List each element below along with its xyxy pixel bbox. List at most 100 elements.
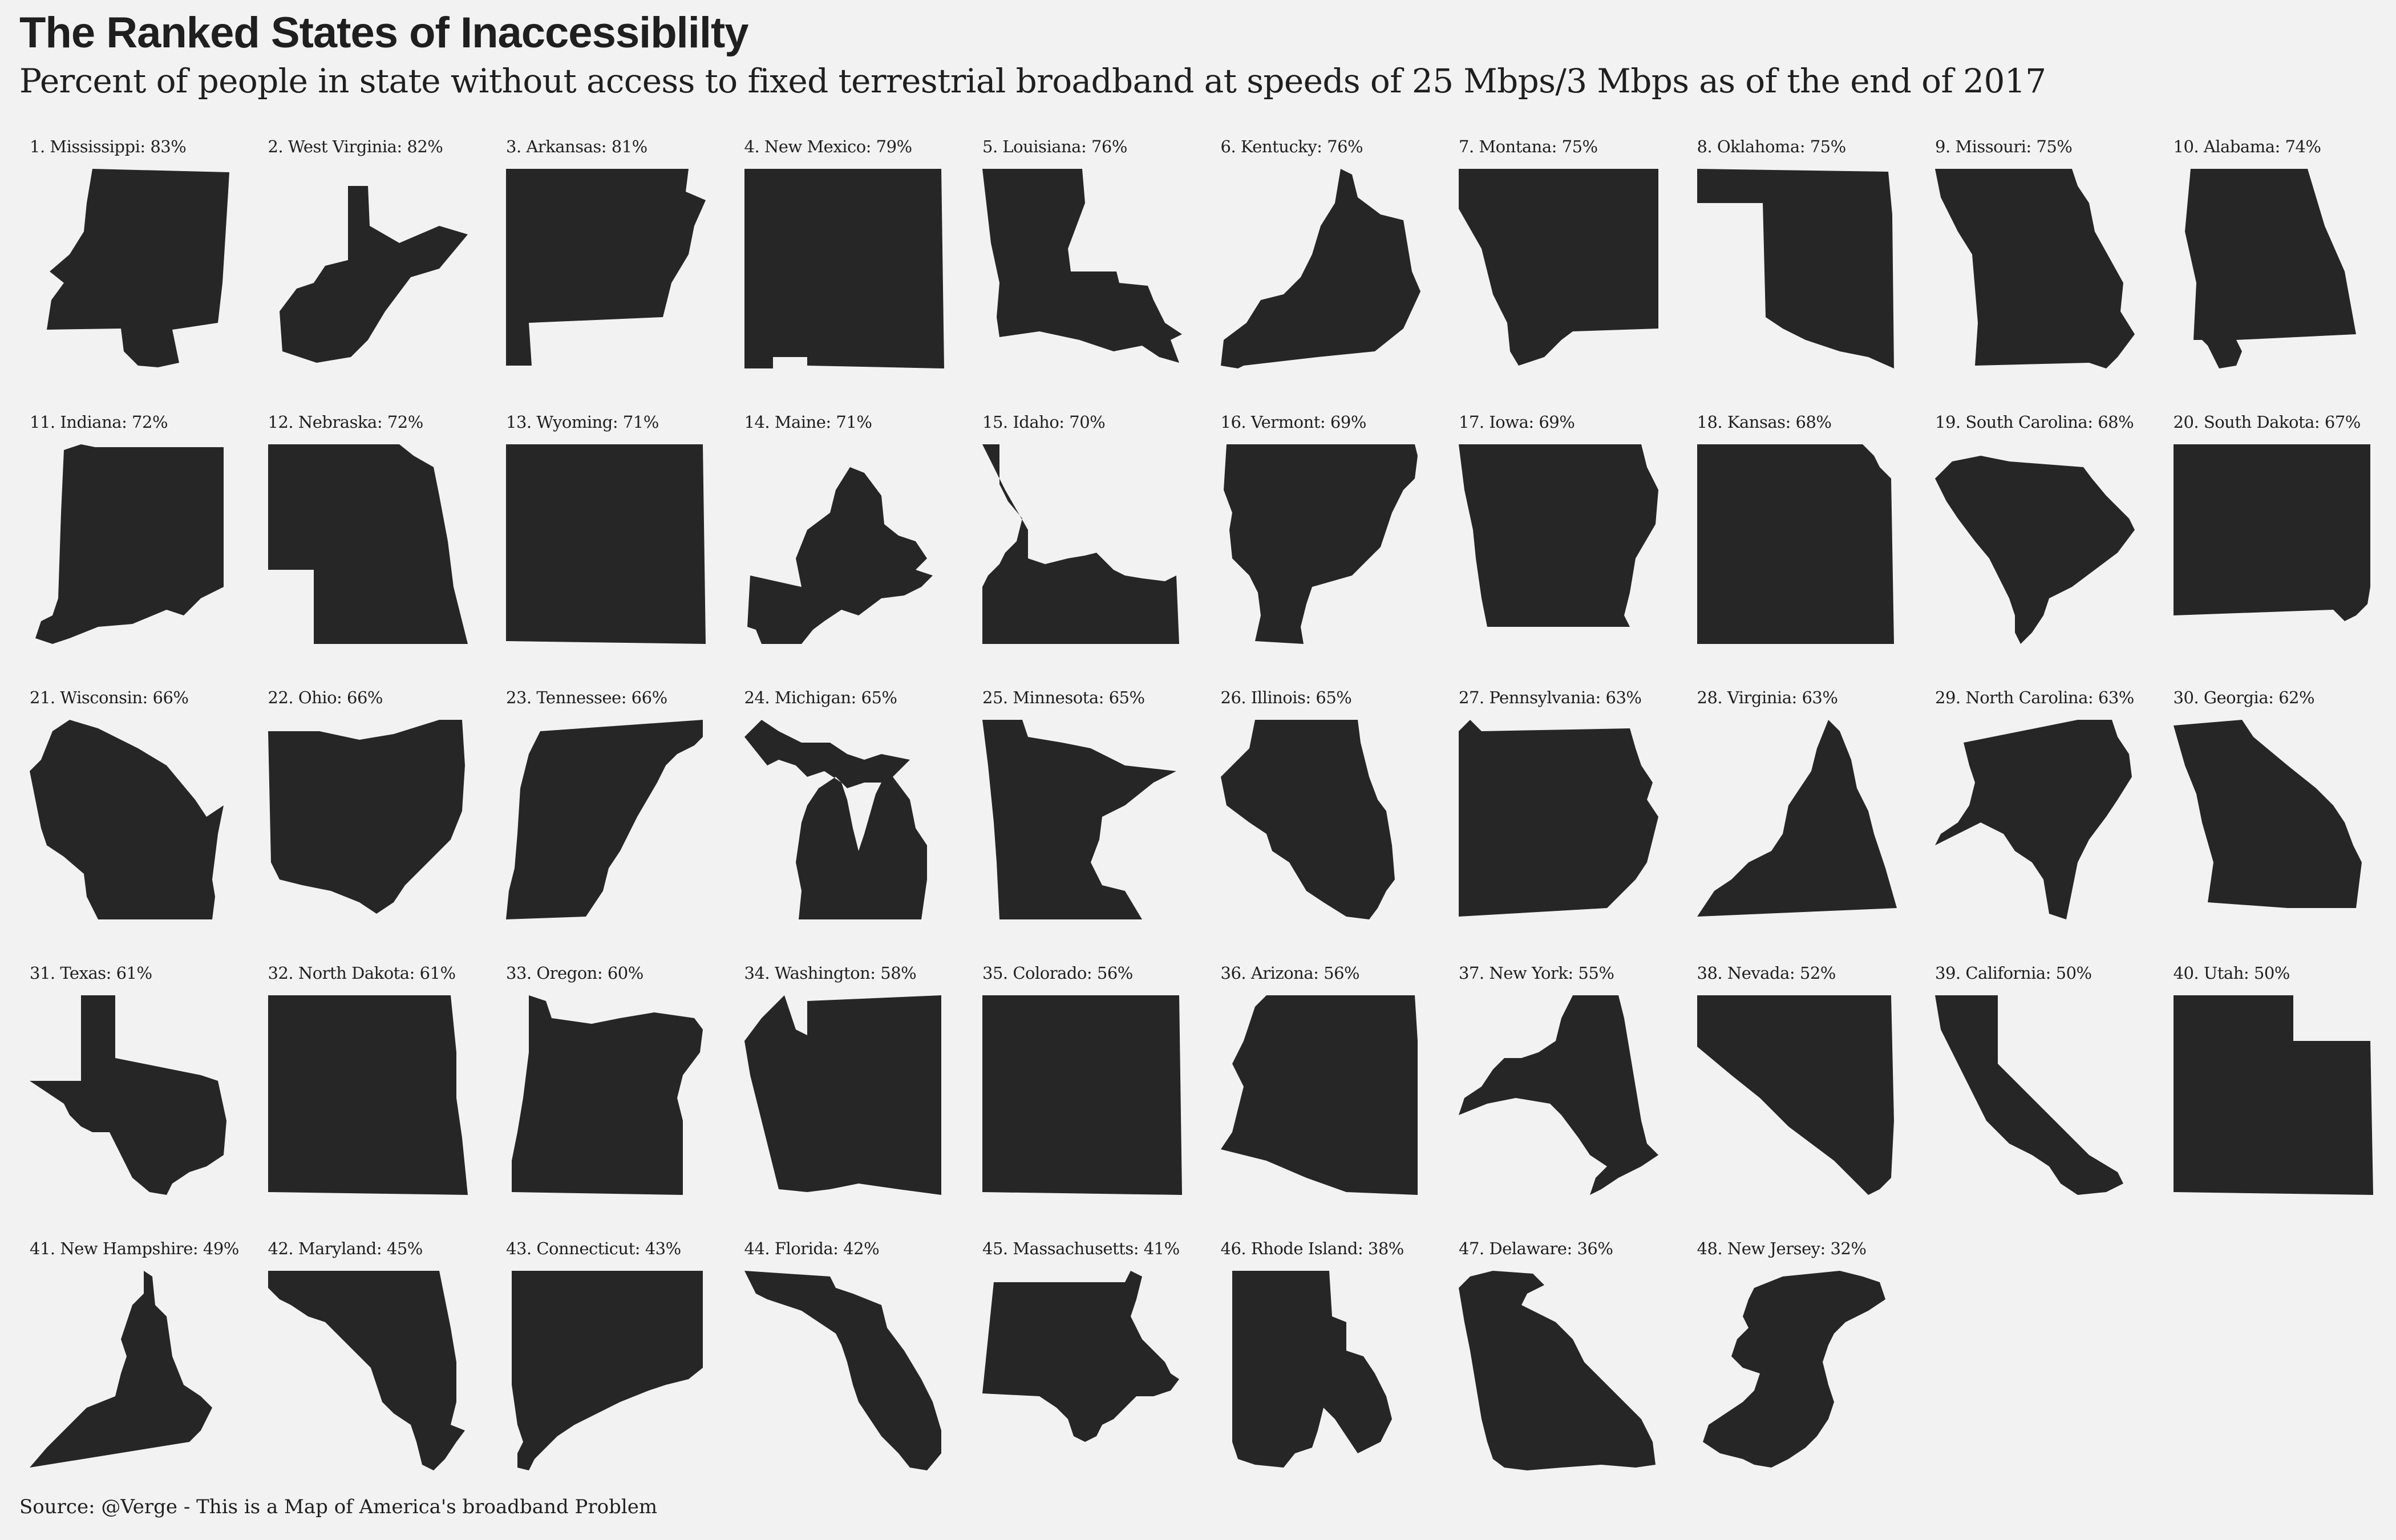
state-shape-utah [2173,995,2373,1195]
state-label: 39. California: 50% [1935,963,2092,983]
state-cell-mississippi: 1. Mississippi: 83% [30,137,235,388]
state-label: 37. New York: 55% [1459,963,1614,983]
state-label: 22. Ohio: 66% [268,688,383,707]
state-label: 26. Illinois: 65% [1220,688,1352,707]
state-cell-maine: 14. Maine: 71% [744,412,950,663]
state-shape-michigan [744,720,927,919]
state-cell-south-carolina: 19. South Carolina: 68% [1935,412,2140,663]
state-shape-montana [1459,169,1658,366]
state-shape-louisiana [982,169,1182,363]
state-label: 29. North Carolina: 63% [1935,688,2134,707]
state-label: 33. Oregon: 60% [506,963,643,983]
state-cell-iowa: 17. Iowa: 69% [1459,412,1664,663]
state-label: 12. Nebraska: 72% [268,412,424,432]
state-label: 15. Idaho: 70% [982,412,1106,432]
state-silhouette [268,444,468,644]
state-cell-new-hampshire: 41. New Hampshire: 49% [30,1239,239,1490]
state-silhouette [30,720,224,919]
state-label: 42. Maryland: 45% [268,1239,423,1258]
state-silhouette [1459,995,1658,1195]
state-cell-maryland: 42. Maryland: 45% [268,1239,473,1490]
state-shape-oklahoma [1697,169,1894,368]
state-silhouette [1232,1271,1392,1468]
state-cell-minnesota: 25. Minnesota: 65% [982,688,1188,939]
state-cell-vermont: 16. Vermont: 69% [1221,412,1426,663]
state-label: 4. New Mexico: 79% [744,137,913,156]
state-cell-wyoming: 13. Wyoming: 71% [506,412,711,663]
state-shape-pennsylvania [1459,720,1658,917]
page-subtitle: Percent of people in state without acces… [19,62,2046,100]
state-silhouette [506,720,703,919]
state-label: 1. Mississippi: 83% [30,137,187,156]
state-label: 14. Maine: 71% [744,412,872,432]
state-silhouette [1220,720,1395,919]
state-silhouette [744,169,944,368]
state-cell-michigan: 24. Michigan: 65% [744,688,950,939]
state-cell-arizona: 36. Arizona: 56% [1220,963,1426,1214]
state-silhouette [982,444,1179,644]
state-shape-nevada [1697,995,1894,1195]
state-silhouette [506,444,706,644]
state-cell-kansas: 18. Kansas: 68% [1697,412,1903,663]
state-silhouette [279,186,468,363]
state-silhouette [2173,720,2362,908]
state-shape-connecticut [512,1271,703,1470]
state-silhouette [744,995,941,1195]
state-label: 19. South Carolina: 68% [1935,412,2134,432]
state-cell-arkansas: 3. Arkansas: 81% [506,137,711,388]
state-shape-arizona [1220,995,1418,1195]
state-label: 46. Rhode Island: 38% [1220,1239,1405,1258]
state-cell-new-jersey: 48. New Jersey: 32% [1697,1239,1903,1490]
state-silhouette [2173,995,2373,1195]
state-shape-minnesota [982,720,1176,919]
state-cell-kentucky: 6. Kentucky: 76% [1220,137,1426,388]
state-label: 13. Wyoming: 71% [506,412,659,432]
state-cell-oregon: 33. Oregon: 60% [506,963,711,1214]
state-cell-montana: 7. Montana: 75% [1459,137,1664,388]
state-silhouette [2173,444,2370,621]
state-cell-washington: 34. Washington: 58% [744,963,950,1214]
state-shape-mississippi [47,169,229,367]
state-shape-maine [747,467,933,644]
state-cell-colorado: 35. Colorado: 56% [982,963,1188,1214]
state-silhouette [747,467,933,644]
state-label: 3. Arkansas: 81% [506,137,647,156]
state-cell-ohio: 22. Ohio: 66% [268,688,473,939]
state-shape-kansas [1697,444,1894,644]
state-silhouette [268,720,465,914]
state-silhouette [1697,720,1897,917]
state-silhouette [1935,169,2135,368]
state-cell-georgia: 30. Georgia: 62% [2173,688,2379,939]
state-silhouette [268,995,468,1195]
state-silhouette [1220,169,1420,368]
state-silhouette [982,1271,1179,1442]
state-shape-alabama [2184,169,2356,368]
state-cell-massachusetts: 45. Massachusetts: 41% [982,1239,1188,1490]
state-label: 34. Washington: 58% [744,963,917,983]
state-cell-nevada: 38. Nevada: 52% [1697,963,1903,1214]
state-label: 47. Delaware: 36% [1459,1239,1613,1258]
state-cell-virginia: 28. Virginia: 63% [1697,688,1903,939]
state-shape-wyoming [506,444,706,644]
state-label: 27. Pennsylvania: 63% [1459,688,1642,707]
state-cell-pennsylvania: 27. Pennsylvania: 63% [1459,688,1664,939]
state-silhouette [1935,456,2135,644]
state-shape-florida [744,1271,941,1470]
state-label: 41. New Hampshire: 49% [30,1239,239,1258]
state-silhouette [982,169,1182,363]
state-label: 30. Georgia: 62% [2173,688,2315,707]
state-cell-california: 39. California: 50% [1935,963,2140,1214]
state-silhouette [982,720,1176,919]
state-silhouette [30,995,226,1195]
state-cell-tennessee: 23. Tennessee: 66% [506,688,711,939]
state-cell-oklahoma: 8. Oklahoma: 75% [1697,137,1903,388]
state-shape-rhode-island [1232,1271,1392,1468]
state-shape-north-carolina [1935,720,2132,919]
state-shape-new-mexico [744,169,944,368]
state-label: 2. West Virginia: 82% [268,137,443,156]
state-silhouette [1697,995,1894,1195]
state-shape-kentucky [1220,169,1420,368]
state-shape-washington [744,995,941,1195]
state-label: 18. Kansas: 68% [1697,412,1832,432]
